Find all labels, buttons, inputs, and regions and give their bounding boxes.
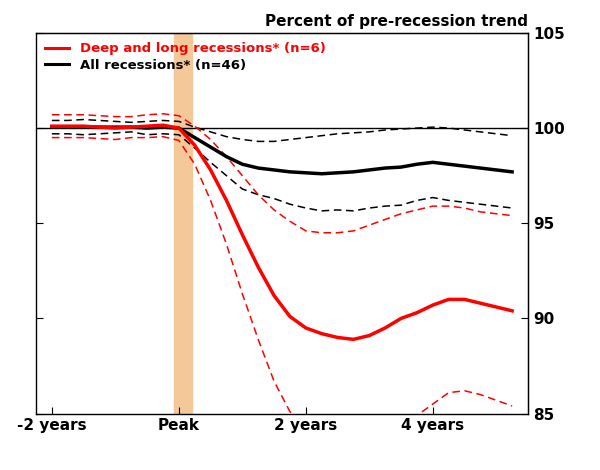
Text: Percent of pre-recession trend: Percent of pre-recession trend [265,14,528,29]
Legend: Deep and long recessions* (n=6), All recessions* (n=46): Deep and long recessions* (n=6), All rec… [43,39,328,75]
Bar [175,33,191,414]
